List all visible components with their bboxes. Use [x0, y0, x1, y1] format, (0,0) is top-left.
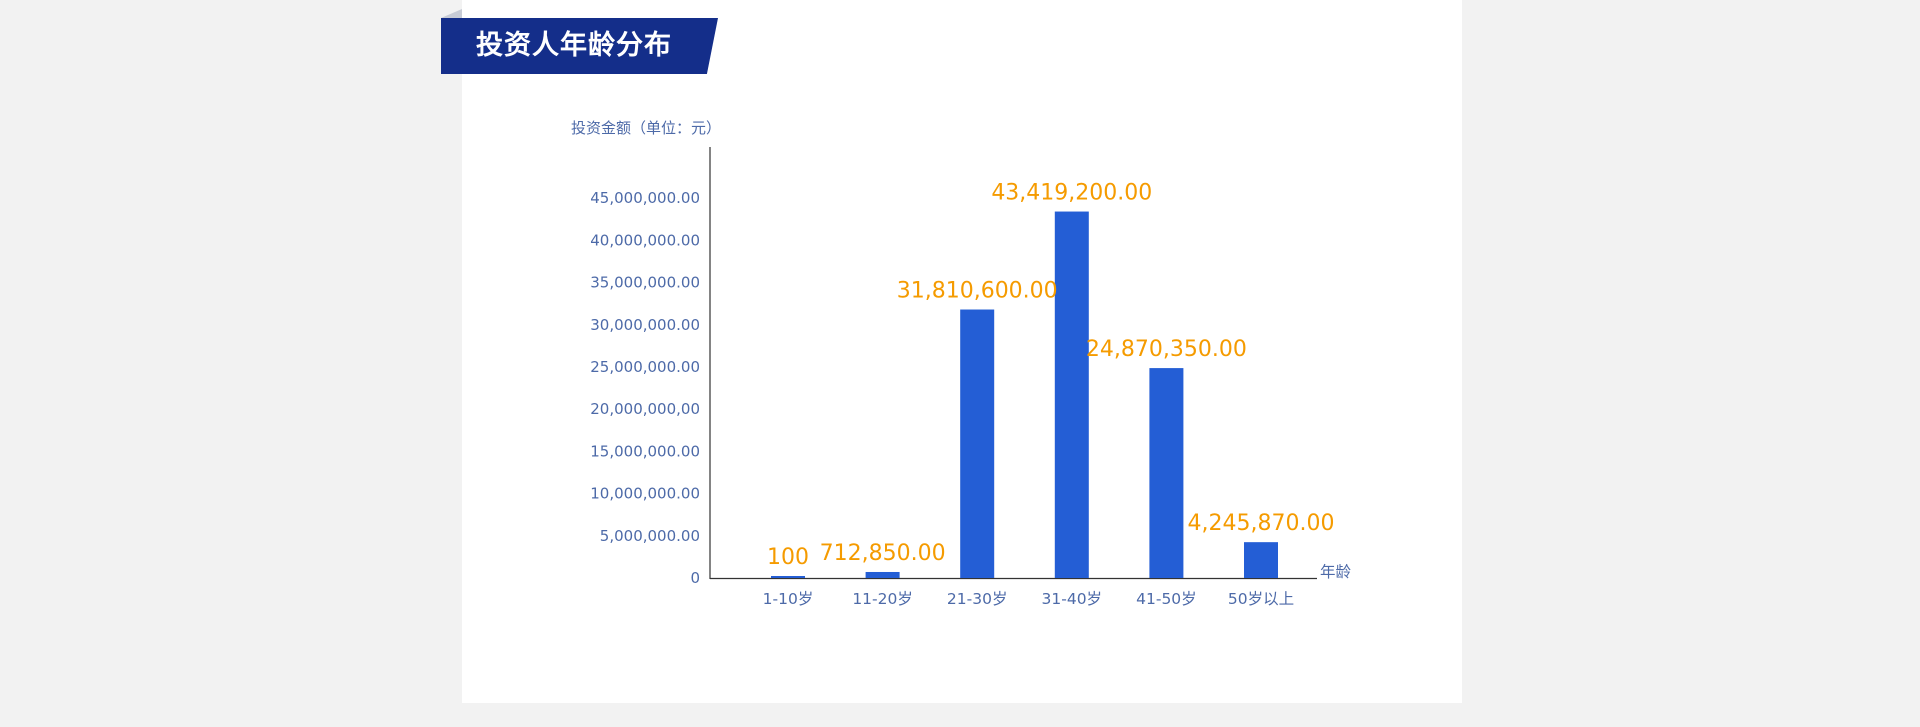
ribbon-fold [441, 9, 462, 18]
bar-value-label: 100 [767, 545, 809, 570]
bar [1244, 542, 1278, 578]
bars [771, 211, 1278, 579]
x-tick-label: 41-50岁 [1136, 590, 1197, 608]
bar-value-label: 24,870,350.00 [1086, 337, 1247, 362]
bar-value-label: 712,850.00 [820, 541, 946, 566]
y-tick-label: 40,000,000.00 [590, 231, 700, 249]
x-tick-label: 50岁以上 [1228, 590, 1294, 608]
y-tick-label: 20,000,000,00 [590, 400, 700, 418]
y-tick-label: 25,000,000.00 [590, 358, 700, 376]
x-tick-label: 11-20岁 [852, 590, 913, 608]
bar [865, 571, 900, 578]
y-tick-label: 5,000,000.00 [600, 527, 700, 545]
bar [960, 309, 995, 578]
data-labels: 100 712,850.00 31,810,600.00 43,419,200.00 2… [767, 181, 1334, 570]
y-tick-label: 30,000,000.00 [590, 316, 700, 334]
bar-value-label: 4,245,870.00 [1188, 511, 1335, 536]
bar [1054, 211, 1089, 579]
bar [1149, 368, 1184, 578]
y-ticks: 0 5,000,000.00 10,000,000.00 15,000,000.00 2… [590, 189, 700, 587]
x-tick-label: 21-30岁 [947, 590, 1008, 608]
x-axis-label: 年龄 [1320, 563, 1352, 581]
bar-value-label: 31,810,600.00 [897, 279, 1058, 304]
y-axis-label: 投资金额（单位：元） [571, 119, 721, 137]
y-tick-label: 45,000,000.00 [590, 189, 700, 207]
x-ticks: 1-10岁 11-20岁 21-30岁 31-40岁 41-50岁 50岁以上 [763, 590, 1294, 608]
y-tick-label: 35,000,000.00 [590, 274, 700, 292]
y-tick-label: 15,000,000.00 [590, 442, 700, 460]
y-tick-label: 0 [690, 569, 700, 587]
x-tick-label: 31-40岁 [1042, 590, 1103, 608]
bar-value-label: 43,419,200.00 [991, 181, 1152, 206]
chart-title: 投资人年龄分布 [476, 30, 672, 61]
bar [771, 576, 805, 578]
y-tick-label: 10,000,000.00 [590, 485, 700, 503]
title-ribbon [441, 18, 718, 74]
x-tick-label: 1-10岁 [763, 590, 814, 608]
